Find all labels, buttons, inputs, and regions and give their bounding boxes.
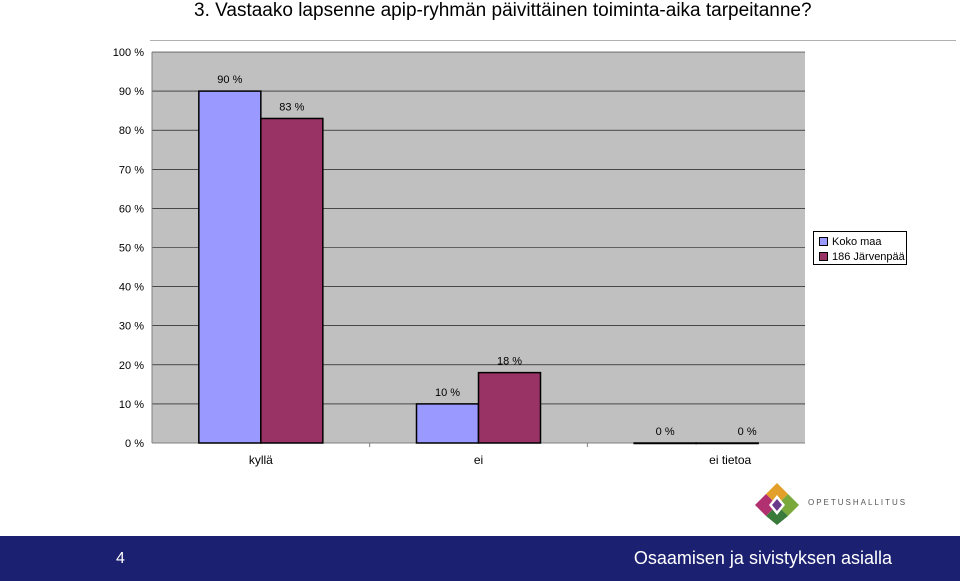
x-tick-label: kyllä — [249, 453, 273, 467]
y-tick-label: 80 % — [119, 125, 144, 137]
slide-title: 3. Vastaako lapsenne apip-ryhmän päivitt… — [194, 0, 812, 21]
y-tick-label: 60 % — [119, 203, 144, 215]
legend-swatch-series-2 — [819, 252, 828, 261]
logo-text: OPETUSHALLITUS — [808, 498, 908, 507]
y-tick-label: 0 % — [125, 438, 144, 450]
x-tick-label: ei — [474, 453, 483, 467]
data-label: 18 % — [497, 356, 522, 368]
y-tick-label: 20 % — [119, 360, 144, 372]
y-tick-label: 10 % — [119, 399, 144, 411]
bar-1 — [198, 90, 262, 444]
y-tick-label: 70 % — [119, 164, 144, 176]
footer-motto: Osaamisen ja sivistyksen asialla — [633, 548, 892, 568]
legend-swatch-series-1 — [819, 237, 828, 246]
legend-item-series-2: 186 Järvenpää — [819, 249, 906, 264]
data-label: 0 % — [738, 426, 757, 438]
bar-2 — [695, 442, 759, 445]
bar-1 — [415, 403, 480, 444]
bar-2 — [260, 117, 324, 444]
data-label: 90 % — [217, 74, 242, 86]
y-tick-label: 30 % — [119, 321, 144, 333]
data-label: 83 % — [279, 101, 304, 113]
y-tick-label: 100 % — [113, 47, 144, 59]
page-number: 4 — [116, 550, 125, 567]
legend-item-series-1: Koko maa — [819, 234, 906, 249]
logo-diamond-icon — [755, 483, 799, 525]
chart-legend: Koko maa 186 Järvenpää — [813, 231, 907, 265]
legend-label-series-2: 186 Järvenpää — [832, 250, 905, 263]
y-tick-label: 40 % — [119, 282, 144, 294]
y-tick-label: 90 % — [119, 86, 144, 98]
y-tick-label: 50 % — [119, 243, 144, 255]
bar-1 — [633, 442, 697, 445]
bar-2 — [477, 371, 542, 444]
data-label: 10 % — [435, 387, 460, 399]
data-label: 0 % — [656, 426, 675, 438]
footer-bar: 4 Osaamisen ja sivistyksen asialla — [0, 536, 960, 581]
opetushallitus-logo: OPETUSHALLITUS — [752, 481, 912, 527]
legend-label-series-1: Koko maa — [832, 235, 882, 248]
title-divider — [150, 40, 956, 41]
bar-chart: 0 % 10 % 20 % 30 % 40 % 50 % 60 % 70 % 80 % 90 % 1… — [113, 47, 805, 467]
x-tick-label: ei tietoa — [709, 453, 751, 467]
